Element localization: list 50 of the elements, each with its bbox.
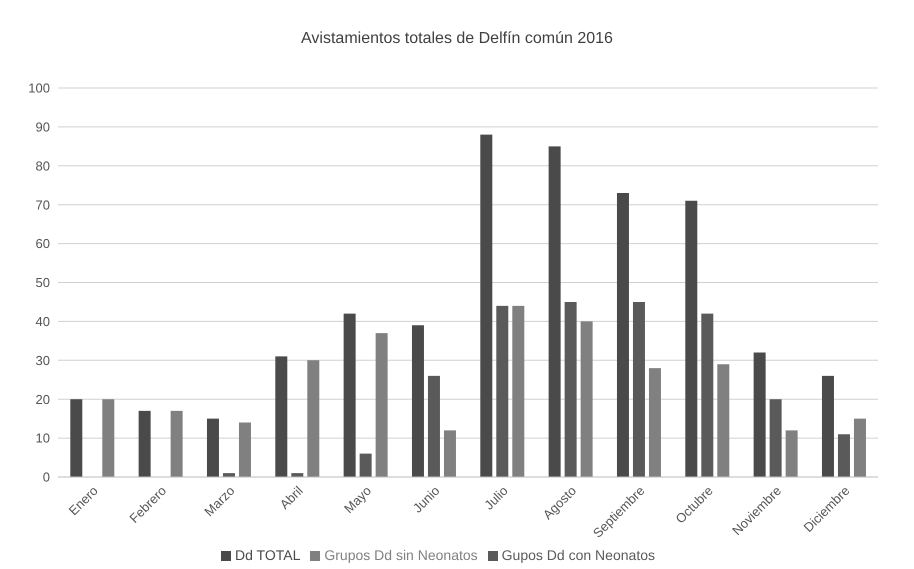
y-tick-label: 60 bbox=[36, 236, 50, 252]
bar bbox=[754, 352, 766, 477]
bar bbox=[102, 399, 114, 477]
legend-label: Grupos Dd sin Neonatos bbox=[324, 547, 478, 563]
bar bbox=[616, 193, 629, 477]
bar bbox=[138, 410, 151, 477]
bar bbox=[170, 410, 183, 477]
bar bbox=[786, 430, 798, 477]
chart-title: Avistamientos totales de Delfín común 2016 bbox=[300, 29, 614, 49]
bar bbox=[685, 200, 698, 477]
bar bbox=[412, 325, 424, 477]
bar bbox=[564, 302, 577, 477]
bar bbox=[548, 146, 561, 477]
y-tick-label: 50 bbox=[36, 275, 50, 290]
legend-label: Dd TOTAL bbox=[235, 547, 300, 563]
bar bbox=[838, 434, 850, 477]
bar bbox=[822, 376, 834, 477]
y-tick-label: 80 bbox=[36, 158, 50, 174]
y-tick-label: 0 bbox=[42, 470, 50, 485]
bar bbox=[206, 418, 219, 477]
bar bbox=[307, 360, 320, 477]
y-tick-label: 90 bbox=[36, 120, 50, 135]
y-tick-label: 10 bbox=[36, 430, 50, 446]
bar bbox=[480, 134, 492, 477]
bar bbox=[512, 306, 524, 477]
bar bbox=[770, 399, 782, 477]
bar bbox=[496, 306, 508, 477]
y-tick-label: 70 bbox=[36, 197, 50, 212]
bar bbox=[238, 422, 251, 477]
bar bbox=[344, 314, 356, 477]
bar bbox=[275, 356, 288, 477]
bar bbox=[632, 302, 645, 477]
y-tick-label: 30 bbox=[36, 352, 50, 368]
bar bbox=[428, 376, 440, 477]
bar bbox=[444, 430, 456, 477]
bar bbox=[70, 399, 82, 477]
bar bbox=[360, 454, 372, 477]
bar bbox=[222, 473, 235, 477]
bar bbox=[580, 321, 593, 477]
y-tick-label: 100 bbox=[28, 80, 50, 96]
bar bbox=[291, 473, 304, 477]
bar bbox=[717, 364, 730, 477]
bar bbox=[854, 418, 866, 477]
bar bbox=[648, 368, 661, 477]
x-tick-label: Julio bbox=[481, 483, 511, 513]
bar bbox=[376, 333, 388, 477]
y-tick-label: 20 bbox=[36, 392, 50, 407]
bar bbox=[701, 314, 714, 477]
legend-label: Gupos Dd con Neonatos bbox=[502, 547, 655, 563]
y-tick-label: 40 bbox=[36, 314, 50, 330]
